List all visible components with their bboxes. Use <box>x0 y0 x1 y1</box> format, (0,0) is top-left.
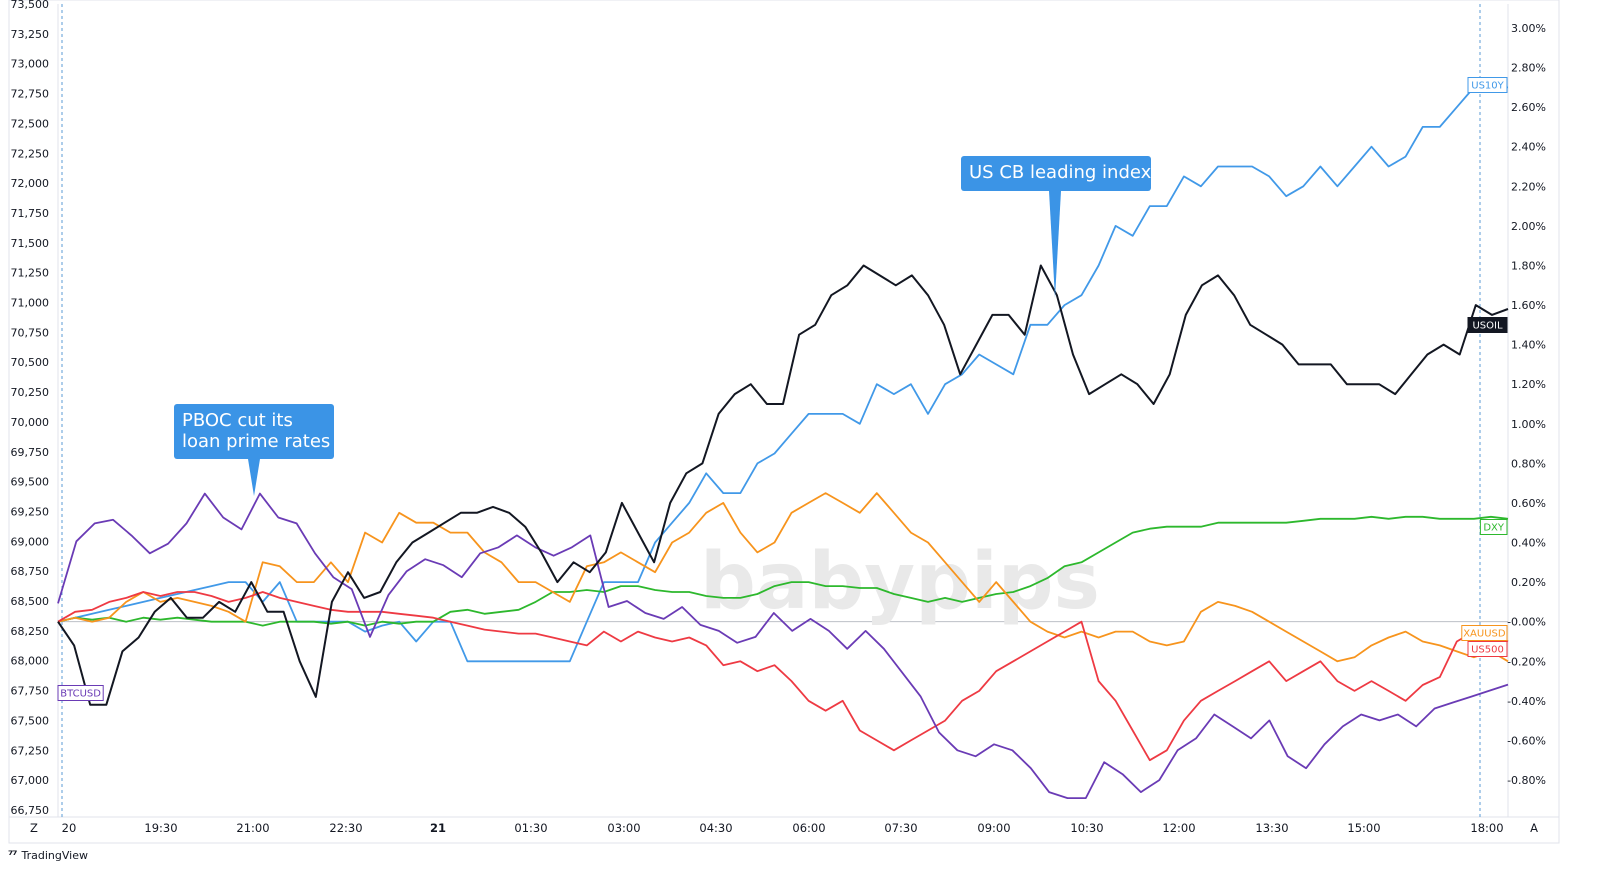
left-axis-tick: 67,750 <box>11 685 50 698</box>
left-axis-tick: 68,000 <box>11 655 50 668</box>
left-axis-tick: 70,250 <box>11 386 50 399</box>
left-axis-tick: 71,000 <box>11 297 50 310</box>
series-tag-usoil: USOIL <box>1467 317 1508 333</box>
series-labels: US10Y USOIL DXY XAUUSD US500 BTCUSD <box>57 77 1508 701</box>
time-axis-tick: 10:30 <box>1070 821 1103 835</box>
time-axis-tick: 06:00 <box>792 821 825 835</box>
time-axis-tick: 04:30 <box>699 821 732 835</box>
svg-text:US500: US500 <box>1471 645 1504 656</box>
left-axis-tick: 70,000 <box>11 416 50 429</box>
series-layer <box>57 86 1509 799</box>
time-axis-tick: 13:30 <box>1255 821 1288 835</box>
left-axis-tick: 71,500 <box>11 237 50 250</box>
series-line-us500[interactable] <box>57 591 1509 762</box>
left-axis-tick: 71,750 <box>11 207 50 220</box>
time-axis-tick: 09:00 <box>977 821 1010 835</box>
right-axis-tick: 0.20% <box>1511 576 1546 589</box>
right-axis-tick: 3.00% <box>1511 22 1546 35</box>
right-axis-tick: 2.80% <box>1511 62 1546 75</box>
tradingview-brand: TradingView <box>21 848 88 862</box>
right-axis-tick: 2.20% <box>1511 180 1546 193</box>
right-axis-tick: 0.80% <box>1511 457 1546 470</box>
right-axis-tick: 0.60% <box>1511 497 1546 510</box>
right-axis-tick: 1.40% <box>1511 339 1546 352</box>
axis-corner-right[interactable]: A <box>1530 821 1538 835</box>
svg-text:XAUUSD: XAUUSD <box>1463 629 1506 640</box>
left-axis-tick: 69,250 <box>11 505 50 518</box>
left-axis-tick: 69,000 <box>11 535 50 548</box>
series-line-btcusd[interactable] <box>57 492 1509 799</box>
left-axis-tick: 68,500 <box>11 595 50 608</box>
left-axis-tick: 72,750 <box>11 88 50 101</box>
left-axis-tick: 72,000 <box>11 177 50 190</box>
svg-text:US10Y: US10Y <box>1471 81 1504 92</box>
time-axis[interactable]: 20 19:30 21:00 22:30 21 01:30 03:00 04:30 06:00 0… <box>30 821 1538 835</box>
series-line-dxy[interactable] <box>57 515 1509 627</box>
left-axis-tick: 72,250 <box>11 147 50 160</box>
annotation-text: loan prime rates <box>182 431 330 452</box>
left-axis-tick: 67,000 <box>11 774 50 787</box>
time-axis-tick: 12:00 <box>1162 821 1195 835</box>
left-axis-tick: 67,500 <box>11 714 50 727</box>
left-axis-tick: 73,250 <box>11 28 50 41</box>
right-axis-tick: 1.20% <box>1511 378 1546 391</box>
right-axis-tick: 1.00% <box>1511 418 1546 431</box>
time-axis-tick: 22:30 <box>329 821 362 835</box>
series-tag-us10y: US10Y <box>1467 77 1508 93</box>
right-axis-tick: 2.40% <box>1511 141 1546 154</box>
left-axis-tick: 70,750 <box>11 326 50 339</box>
svg-text:DXY: DXY <box>1483 523 1505 534</box>
right-axis-tick: -0.40% <box>1507 695 1546 708</box>
time-axis-tick: 03:00 <box>607 821 640 835</box>
series-tag-dxy: DXY <box>1479 519 1508 535</box>
series-tag-us500: US500 <box>1467 641 1508 657</box>
left-axis-tick: 73,000 <box>11 58 50 71</box>
left-axis-tick: 68,250 <box>11 625 50 638</box>
right-axis-tick: -0.60% <box>1507 734 1546 747</box>
svg-text:BTCUSD: BTCUSD <box>60 689 101 700</box>
right-axis-tick: 0.40% <box>1511 537 1546 550</box>
left-axis-tick: 73,500 <box>11 0 50 11</box>
watermark: babypips <box>700 537 1100 627</box>
time-axis-tick: 20 <box>62 821 77 835</box>
series-line-xauusd[interactable] <box>57 492 1509 663</box>
time-axis-tick: 21:00 <box>236 821 269 835</box>
time-axis-tick: 19:30 <box>144 821 177 835</box>
left-axis[interactable]: 73,500 73,250 73,000 72,750 72,500 72,250 72,0… <box>11 0 50 817</box>
time-axis-tick: 15:00 <box>1347 821 1380 835</box>
annotation-text: PBOC cut its <box>182 410 293 431</box>
time-axis-tick: 01:30 <box>514 821 547 835</box>
left-axis-tick: 70,500 <box>11 356 50 369</box>
annotation-callout-2[interactable]: US CB leading index <box>961 156 1152 298</box>
right-axis-tick: -0.20% <box>1507 655 1546 668</box>
right-axis-tick: 1.80% <box>1511 259 1546 272</box>
time-axis-tick: 21 <box>430 821 446 835</box>
series-tag-btcusd: BTCUSD <box>57 685 104 701</box>
tradingview-footer[interactable]: ⁷⁷ TradingView <box>8 848 88 862</box>
right-axis[interactable]: 3.00% 2.80% 2.60% 2.40% 2.20% 2.00% 1.80% 1.60%… <box>1507 22 1546 787</box>
axis-corner-left[interactable]: Z <box>30 821 38 835</box>
left-axis-tick: 66,750 <box>11 804 50 817</box>
right-axis-tick: 2.00% <box>1511 220 1546 233</box>
time-axis-tick: 18:00 <box>1470 821 1503 835</box>
left-axis-tick: 71,250 <box>11 267 50 280</box>
left-axis-tick: 68,750 <box>11 565 50 578</box>
time-axis-tick: 07:30 <box>884 821 917 835</box>
left-axis-tick: 72,500 <box>11 117 50 130</box>
series-line-usoil[interactable] <box>57 264 1509 706</box>
right-axis-tick: -0.80% <box>1507 774 1546 787</box>
svg-text:USOIL: USOIL <box>1472 321 1502 332</box>
right-axis-tick: 1.60% <box>1511 299 1546 312</box>
right-axis-tick: -0.00% <box>1507 616 1546 629</box>
series-tag-xauusd: XAUUSD <box>1461 625 1508 641</box>
left-axis-tick: 69,500 <box>11 476 50 489</box>
tradingview-logo-icon: ⁷⁷ <box>8 848 17 862</box>
annotation-text: US CB leading index <box>969 162 1152 183</box>
left-axis-tick: 69,750 <box>11 446 50 459</box>
right-axis-tick: 2.60% <box>1511 101 1546 114</box>
left-axis-tick: 67,250 <box>11 744 50 757</box>
